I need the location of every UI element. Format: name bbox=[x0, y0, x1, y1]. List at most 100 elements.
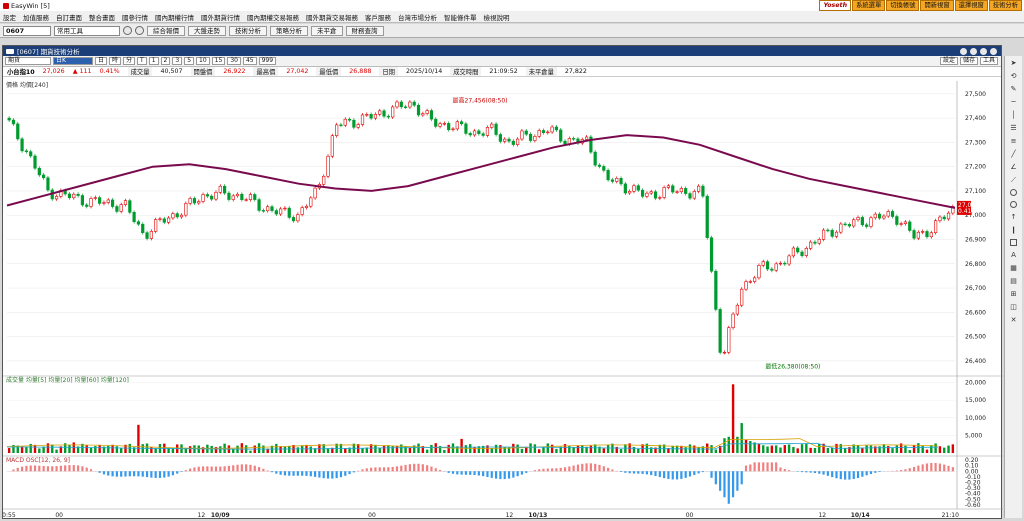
top-button-switch-account[interactable]: 切換帳號 bbox=[886, 0, 920, 11]
menu-integrated-screen[interactable]: 整合畫面 bbox=[89, 13, 115, 22]
volume-ma5-line bbox=[6, 438, 938, 449]
candle-body bbox=[559, 129, 563, 142]
top-button-new-window[interactable]: 開新視窗 bbox=[920, 0, 954, 11]
panel-title-bar: [0607] 期貨技術分析 bbox=[3, 46, 1001, 56]
volume-bar bbox=[516, 444, 519, 453]
candle-body bbox=[485, 127, 490, 136]
period-select[interactable]: 日K bbox=[53, 57, 93, 65]
menu-domestic-options[interactable]: 國內期權行情 bbox=[155, 13, 194, 22]
rotate-icon[interactable]: ⟲ bbox=[1010, 72, 1017, 80]
pencil-icon[interactable]: ✎ bbox=[1010, 85, 1017, 93]
menu-help[interactable]: 檢視說明 bbox=[483, 13, 510, 22]
fib-icon[interactable]: ☰ bbox=[1010, 124, 1017, 132]
macd-bar bbox=[387, 467, 390, 472]
settings-button[interactable]: 設定 bbox=[939, 57, 958, 65]
gear-icon[interactable] bbox=[123, 26, 132, 35]
candle-body bbox=[490, 123, 494, 128]
top-button-select-window[interactable]: 還擇視窗 bbox=[954, 0, 988, 11]
custom-interval-input[interactable]: 999 bbox=[258, 57, 277, 65]
interval-1[interactable]: 1 bbox=[148, 57, 159, 65]
text-tool-icon[interactable]: A bbox=[1011, 251, 1016, 259]
menu-quotes[interactable]: 國參行情 bbox=[122, 13, 148, 22]
financial-query-button[interactable]: 財務查詢 bbox=[345, 25, 384, 36]
trendline-icon[interactable]: ╱ bbox=[1011, 150, 1016, 158]
brand-button[interactable]: Yoseth bbox=[819, 0, 852, 11]
candle-body bbox=[218, 185, 222, 193]
circle-tool-icon[interactable] bbox=[1010, 189, 1017, 196]
macd-bar bbox=[701, 471, 705, 473]
panel-link-icon[interactable] bbox=[960, 47, 967, 55]
menu-domestic-trading[interactable]: 國內期權交易報務 bbox=[247, 13, 299, 22]
macd-bar bbox=[296, 471, 299, 476]
tools-dropdown[interactable]: 常用工具 bbox=[54, 25, 120, 36]
vline-icon[interactable]: │ bbox=[1011, 111, 1016, 119]
panel-maximize-icon[interactable] bbox=[980, 47, 987, 55]
hline-icon[interactable]: ─ bbox=[1011, 98, 1016, 106]
ray-icon[interactable]: ⟋ bbox=[1011, 176, 1016, 184]
candle-body bbox=[632, 185, 636, 192]
quote-button[interactable]: 綜合報價 bbox=[147, 25, 185, 36]
top-button-tech-analysis[interactable]: 技術分析 bbox=[988, 0, 1022, 11]
grid-icon[interactable]: ▦ bbox=[1010, 264, 1017, 272]
macd-bar bbox=[762, 462, 765, 472]
strategy-analysis-button[interactable]: 策略分析 bbox=[270, 25, 308, 36]
interval-15[interactable]: 15 bbox=[211, 57, 226, 65]
candle-body bbox=[266, 206, 270, 212]
symbol-code-input[interactable]: 0607 bbox=[3, 25, 51, 36]
macd-bar bbox=[283, 471, 287, 476]
arrow-up-icon[interactable]: ↑ bbox=[1010, 213, 1017, 221]
save-button[interactable]: 儲存 bbox=[959, 57, 978, 65]
menu-foreign-trading[interactable]: 國外期貨交易報務 bbox=[306, 13, 358, 22]
chart-canvas[interactable]: 價格 均價[240] 27,500 27,400 27,300 27,200 27,100… bbox=[3, 81, 1003, 520]
volume-bar bbox=[576, 445, 580, 453]
candle-body bbox=[300, 207, 304, 215]
pointer-icon[interactable]: ➤ bbox=[1010, 59, 1017, 67]
candle-body bbox=[227, 192, 231, 200]
volume-bar bbox=[563, 444, 567, 453]
refresh-icon[interactable] bbox=[135, 26, 144, 35]
delete-icon[interactable]: ✕ bbox=[1010, 316, 1017, 324]
period-hour[interactable]: 時 bbox=[109, 57, 122, 65]
product-type-select[interactable]: 期貨 bbox=[5, 57, 51, 65]
interval-30[interactable]: 30 bbox=[227, 57, 241, 65]
open-interest-button[interactable]: 未平倉 bbox=[311, 25, 343, 36]
candle-body bbox=[873, 213, 877, 219]
ellipse-tool-icon[interactable] bbox=[1010, 201, 1017, 208]
macd-bar bbox=[917, 465, 920, 472]
channel-icon[interactable]: ≡ bbox=[1010, 137, 1017, 145]
interval-2[interactable]: 2 bbox=[160, 57, 171, 65]
interval-10[interactable]: 10 bbox=[196, 57, 210, 65]
period-day[interactable]: 日 bbox=[95, 57, 108, 65]
layers-icon[interactable]: ◫ bbox=[1010, 303, 1017, 311]
menu-settings[interactable]: 設定 bbox=[3, 13, 16, 22]
macd-bar bbox=[641, 471, 644, 474]
market-trend-button[interactable]: 大盤走勢 bbox=[188, 25, 226, 36]
panel-close-icon[interactable] bbox=[990, 47, 997, 55]
zoom-icon[interactable]: ⊞ bbox=[1010, 290, 1017, 298]
menu-customer-service[interactable]: 客戶服務 bbox=[365, 13, 391, 22]
macd-bar bbox=[477, 471, 480, 476]
candle-body bbox=[800, 251, 804, 256]
marker-icon[interactable]: ❙ bbox=[1010, 226, 1017, 234]
macd-bar bbox=[757, 462, 761, 472]
period-minute[interactable]: 分 bbox=[123, 57, 136, 65]
top-button-system-menu[interactable]: 系統選單 bbox=[852, 0, 886, 11]
menu-custom-screen[interactable]: 自訂畫面 bbox=[56, 13, 82, 22]
menu-foreign-futures[interactable]: 國外期貨行情 bbox=[201, 13, 240, 22]
period-tick[interactable]: T bbox=[137, 57, 147, 65]
menu-market-analysis[interactable]: 台灣市場分析 bbox=[398, 13, 437, 22]
angle-icon[interactable]: ∠ bbox=[1010, 163, 1017, 171]
ruler-icon[interactable]: ▤ bbox=[1010, 277, 1017, 285]
menu-smart-orders[interactable]: 智能條件單 bbox=[444, 13, 477, 22]
volume-bar bbox=[456, 446, 459, 453]
volume-bar bbox=[63, 443, 67, 453]
menu-value-added[interactable]: 加值服務 bbox=[23, 13, 49, 22]
interval-3[interactable]: 3 bbox=[172, 57, 183, 65]
interval-5[interactable]: 5 bbox=[184, 57, 195, 65]
tools-button[interactable]: 工具 bbox=[979, 57, 998, 65]
candle-body bbox=[235, 193, 240, 197]
interval-45[interactable]: 45 bbox=[242, 57, 257, 65]
rectangle-tool-icon[interactable] bbox=[1010, 239, 1017, 246]
panel-minimize-icon[interactable] bbox=[970, 47, 977, 55]
tech-analysis-button[interactable]: 技術分析 bbox=[229, 25, 267, 36]
